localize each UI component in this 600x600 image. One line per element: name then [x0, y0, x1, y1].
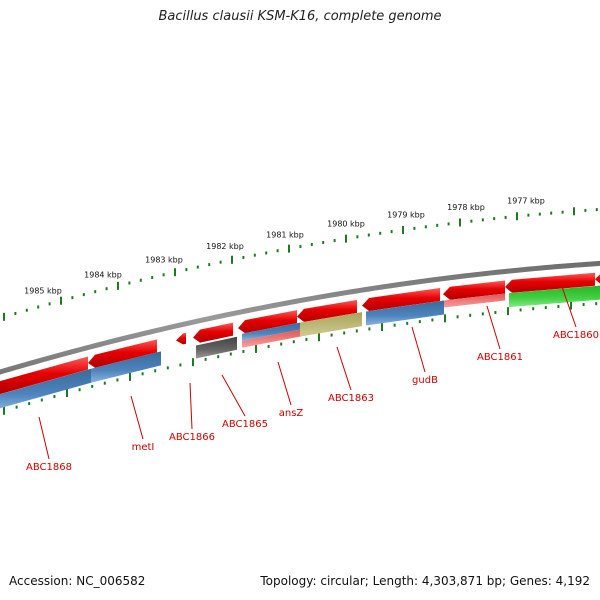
- leader-line: [560, 283, 577, 328]
- inner-tick-ring: [3, 301, 598, 415]
- scale-labels: 1985 kbp 1984 kbp 1983 kbp 1982 kbp 1981 kbp…: [24, 196, 545, 295]
- scale-label: 1978 kbp: [447, 203, 485, 212]
- gene-red[interactable]: [443, 280, 505, 300]
- gene-red[interactable]: [505, 272, 595, 293]
- leader-line: [130, 395, 144, 440]
- leader-line: [38, 416, 50, 460]
- accession-text: Accession: NC_006582: [9, 574, 146, 588]
- scale-label: 1985 kbp: [24, 287, 62, 296]
- leader-line: [411, 326, 426, 373]
- gene-gray[interactable]: [196, 336, 237, 359]
- gene-pink[interactable]: [242, 329, 302, 348]
- leader-line: [221, 374, 246, 417]
- gene-red-small[interactable]: [176, 332, 186, 345]
- scale-label: 1984 kbp: [84, 271, 122, 280]
- leader-line: [277, 361, 292, 406]
- scale-label: 1979 kbp: [387, 211, 425, 220]
- gene-label[interactable]: ABC1865: [222, 419, 268, 430]
- scale-label: 1982 kbp: [206, 242, 244, 251]
- gene-features: [0, 272, 600, 411]
- outer-tick-ring: [3, 207, 598, 321]
- genome-backbone: [0, 260, 600, 375]
- gene-red[interactable]: [297, 299, 357, 322]
- gene-pink[interactable]: [444, 293, 505, 308]
- gene-green[interactable]: [509, 285, 600, 308]
- scale-label: 1981 kbp: [266, 230, 304, 239]
- map-title: Bacillus clausii KSM-K16, complete genom…: [158, 9, 442, 24]
- leader-line: [336, 346, 352, 391]
- gene-olive[interactable]: [300, 312, 362, 337]
- gene-blue[interactable]: [91, 351, 161, 383]
- gene-label[interactable]: ansZ: [279, 408, 304, 419]
- gene-label[interactable]: ABC1860: [553, 330, 599, 341]
- gene-label[interactable]: ABC1866: [169, 432, 215, 443]
- gene-red[interactable]: [193, 322, 233, 343]
- gene-label[interactable]: ABC1863: [328, 393, 374, 404]
- gene-red[interactable]: [88, 339, 157, 368]
- leader-line: [189, 382, 193, 430]
- scale-label: 1977 kbp: [507, 196, 545, 205]
- gene-label[interactable]: metI: [132, 442, 155, 453]
- leader-line: [486, 305, 501, 350]
- gene-red[interactable]: [238, 310, 297, 334]
- gene-red[interactable]: [362, 288, 440, 311]
- gene-red[interactable]: [595, 272, 600, 286]
- gene-blue[interactable]: [242, 322, 302, 341]
- gene-label[interactable]: ABC1868: [26, 462, 72, 473]
- gene-blue[interactable]: [0, 368, 91, 411]
- scale-label: 1980 kbp: [327, 220, 365, 229]
- scale-label: 1983 kbp: [145, 256, 183, 265]
- gene-blue[interactable]: [366, 300, 444, 326]
- label-leader-lines: [38, 283, 577, 460]
- backbone-line: [0, 260, 600, 375]
- genome-summary-text: Topology: circular; Length: 4,303,871 bp…: [260, 574, 590, 588]
- gene-red[interactable]: [0, 356, 88, 395]
- gene-label[interactable]: gudB: [412, 375, 438, 386]
- gene-label[interactable]: ABC1861: [477, 352, 523, 363]
- gene-labels: ABC1868 metI ABC1866 ABC1865 ansZ ABC1863 gudB…: [26, 330, 599, 473]
